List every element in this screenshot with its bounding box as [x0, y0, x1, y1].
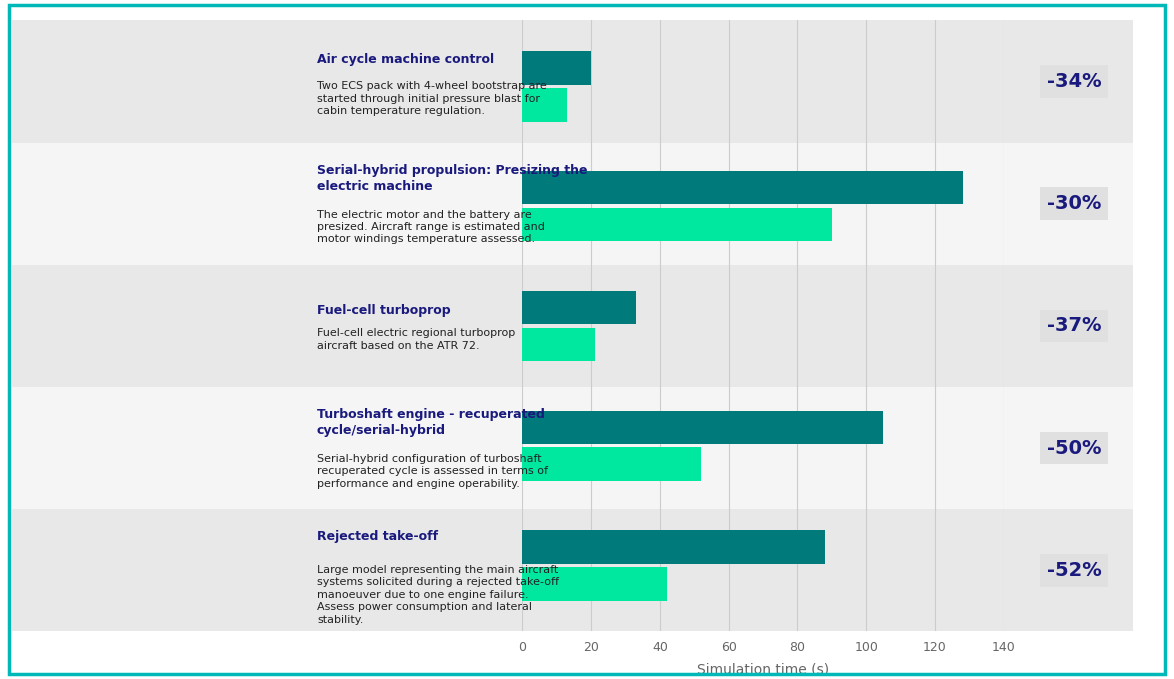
Text: Turboshaft engine - recuperated
cycle/serial-hybrid: Turboshaft engine - recuperated cycle/se… [317, 408, 545, 437]
Text: Fuel-cell electric regional turboprop
aircraft based on the ATR 72.: Fuel-cell electric regional turboprop ai… [317, 328, 515, 350]
Bar [522, 447, 701, 481]
Text: Fuel-cell turboprop: Fuel-cell turboprop [317, 304, 451, 316]
Text: Two ECS pack with 4-wheel bootstrap are
started through initial pressure blast f: Two ECS pack with 4-wheel bootstrap are … [317, 81, 547, 116]
Bar [522, 208, 832, 241]
Bar [522, 51, 592, 85]
Text: -37%: -37% [1047, 316, 1101, 335]
Bar [522, 291, 636, 325]
Bar [522, 530, 825, 564]
Text: Serial-hybrid configuration of turboshaft
recuperated cycle is assessed in terms: Serial-hybrid configuration of turboshaf… [317, 454, 548, 489]
Bar [522, 327, 595, 361]
Text: Large model representing the main aircraft
systems solicited during a rejected t: Large model representing the main aircra… [317, 565, 559, 625]
Text: Serial-hybrid propulsion: Presizing the
electric machine: Serial-hybrid propulsion: Presizing the … [317, 164, 587, 193]
Text: The electric motor and the battery are
presized. Aircraft range is estimated and: The electric motor and the battery are p… [317, 210, 545, 244]
Text: -52%: -52% [1047, 561, 1101, 580]
Bar [522, 88, 567, 122]
X-axis label: Simulation time (s): Simulation time (s) [697, 663, 829, 676]
Text: -30%: -30% [1047, 194, 1101, 213]
Text: Air cycle machine control: Air cycle machine control [317, 53, 494, 66]
Bar [522, 411, 883, 444]
Bar [522, 567, 667, 601]
Bar [522, 171, 963, 204]
Text: Rejected take-off: Rejected take-off [317, 530, 438, 543]
Text: -34%: -34% [1047, 72, 1101, 91]
Text: -50%: -50% [1047, 439, 1101, 458]
